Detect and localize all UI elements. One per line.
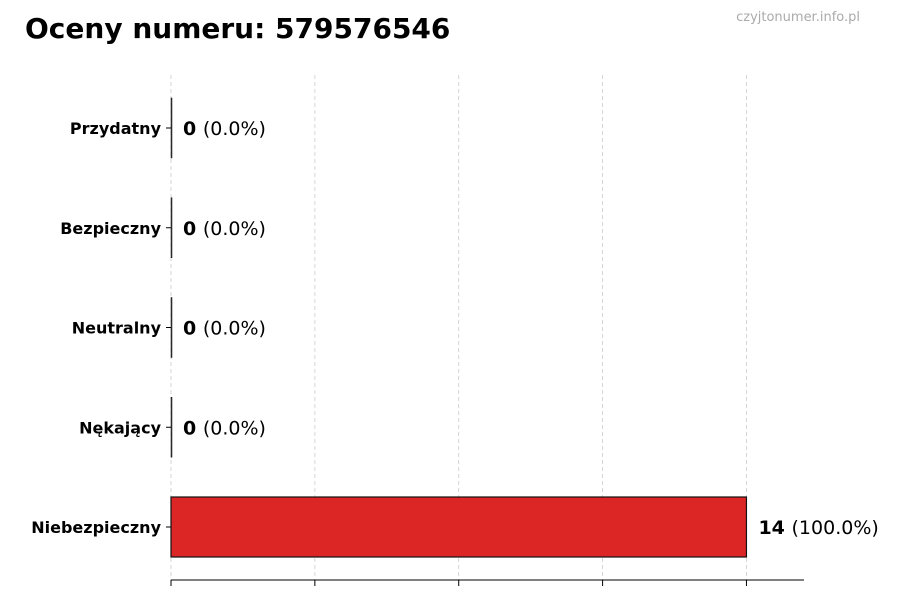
value: 0: [183, 417, 203, 439]
bar: [170, 197, 173, 258]
value: 0: [183, 318, 203, 340]
category-label: Niebezpieczny: [31, 518, 161, 537]
data-label: 0 (0.0%): [183, 218, 266, 240]
value: 0: [183, 118, 203, 140]
percent: (0.0%): [203, 218, 266, 240]
value: 14: [758, 517, 791, 539]
category-label: Neutralny: [72, 319, 162, 338]
percent: (0.0%): [203, 318, 266, 340]
watermark: czyjtonumer.info.pl: [736, 10, 860, 25]
data-label: 0 (0.0%): [183, 118, 266, 140]
value: 0: [183, 218, 203, 240]
percent: (100.0%): [792, 517, 879, 539]
category-label: Nękający: [79, 418, 161, 437]
bar: [170, 97, 173, 159]
category-label: Bezpieczny: [60, 219, 161, 238]
chart-title: Oceny numeru: 579576546: [25, 12, 451, 45]
category-label: Przydatny: [70, 119, 162, 138]
bar: [170, 297, 173, 358]
bar: [170, 496, 748, 558]
bar: [170, 397, 173, 458]
percent: (0.0%): [203, 118, 266, 140]
data-label: 14 (100.0%): [758, 517, 878, 539]
data-label: 0 (0.0%): [183, 318, 266, 340]
data-label: 0 (0.0%): [183, 417, 266, 439]
percent: (0.0%): [203, 417, 266, 439]
